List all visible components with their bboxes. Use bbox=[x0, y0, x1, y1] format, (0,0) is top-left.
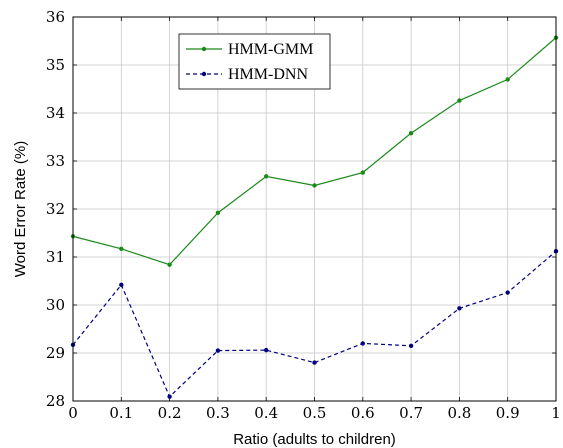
x-tick-label: 0.8 bbox=[447, 404, 471, 422]
data-point bbox=[505, 290, 510, 295]
data-point bbox=[457, 306, 462, 311]
legend-label: HMM-GMM bbox=[228, 41, 313, 58]
data-point bbox=[167, 262, 172, 267]
data-point bbox=[215, 348, 221, 353]
y-tick-label: 32 bbox=[46, 200, 65, 218]
legend-marker bbox=[201, 71, 207, 77]
y-tick-label: 31 bbox=[46, 248, 65, 266]
x-tick-label: 0 bbox=[68, 404, 78, 422]
data-point bbox=[360, 170, 365, 175]
data-point bbox=[360, 341, 365, 346]
y-tick-label: 36 bbox=[46, 8, 65, 26]
data-point bbox=[457, 98, 462, 103]
data-point bbox=[119, 246, 124, 252]
data-point bbox=[167, 394, 172, 399]
y-tick-label: 29 bbox=[46, 344, 65, 362]
legend-label: HMM-DNN bbox=[228, 66, 308, 83]
x-tick-label: 1 bbox=[551, 404, 561, 422]
axis-ticks bbox=[72, 16, 557, 402]
data-point bbox=[408, 343, 414, 348]
data-point bbox=[264, 174, 269, 179]
x-tick-label: 0.7 bbox=[399, 404, 423, 422]
legend-marker bbox=[201, 46, 207, 52]
x-tick-label: 0.1 bbox=[109, 404, 133, 422]
x-tick-label: 0.2 bbox=[158, 404, 182, 422]
series-hmm-dnn bbox=[70, 249, 559, 399]
data-point bbox=[408, 130, 414, 136]
series-line bbox=[72, 250, 557, 398]
data-point bbox=[119, 282, 124, 288]
data-point bbox=[505, 77, 510, 82]
legend-box bbox=[178, 33, 331, 90]
data-point bbox=[312, 183, 317, 188]
x-tick-label: 0.5 bbox=[303, 404, 327, 422]
legend: HMM-GMM HMM-DNN bbox=[178, 33, 331, 90]
x-tick-label: 0.4 bbox=[254, 404, 278, 422]
series-lines bbox=[70, 35, 559, 399]
y-tick-label: 28 bbox=[46, 392, 65, 410]
tick-labels: 0 0.1 0.2 0.3 0.4 0.5 0.6 0.7 0.8 0.9 1 28 29 30 31 32 3… bbox=[46, 8, 561, 422]
plot-frame bbox=[72, 16, 557, 402]
x-axis-label: Ratio (adults to children) bbox=[233, 431, 396, 448]
y-tick-label: 34 bbox=[46, 104, 65, 122]
legend-item: HMM-GMM bbox=[186, 41, 313, 58]
legend-item: HMM-DNN bbox=[186, 66, 308, 83]
y-tick-label: 30 bbox=[46, 296, 65, 314]
x-tick-label: 0.6 bbox=[351, 404, 375, 422]
data-point bbox=[215, 210, 221, 216]
x-tick-label: 0.3 bbox=[206, 404, 230, 422]
y-axis-label: Word Error Rate (%) bbox=[12, 141, 29, 277]
y-tick-label: 35 bbox=[46, 56, 65, 74]
data-point bbox=[264, 347, 269, 353]
x-tick-label: 0.9 bbox=[496, 404, 520, 422]
data-point bbox=[312, 360, 317, 365]
y-tick-label: 33 bbox=[46, 152, 65, 170]
